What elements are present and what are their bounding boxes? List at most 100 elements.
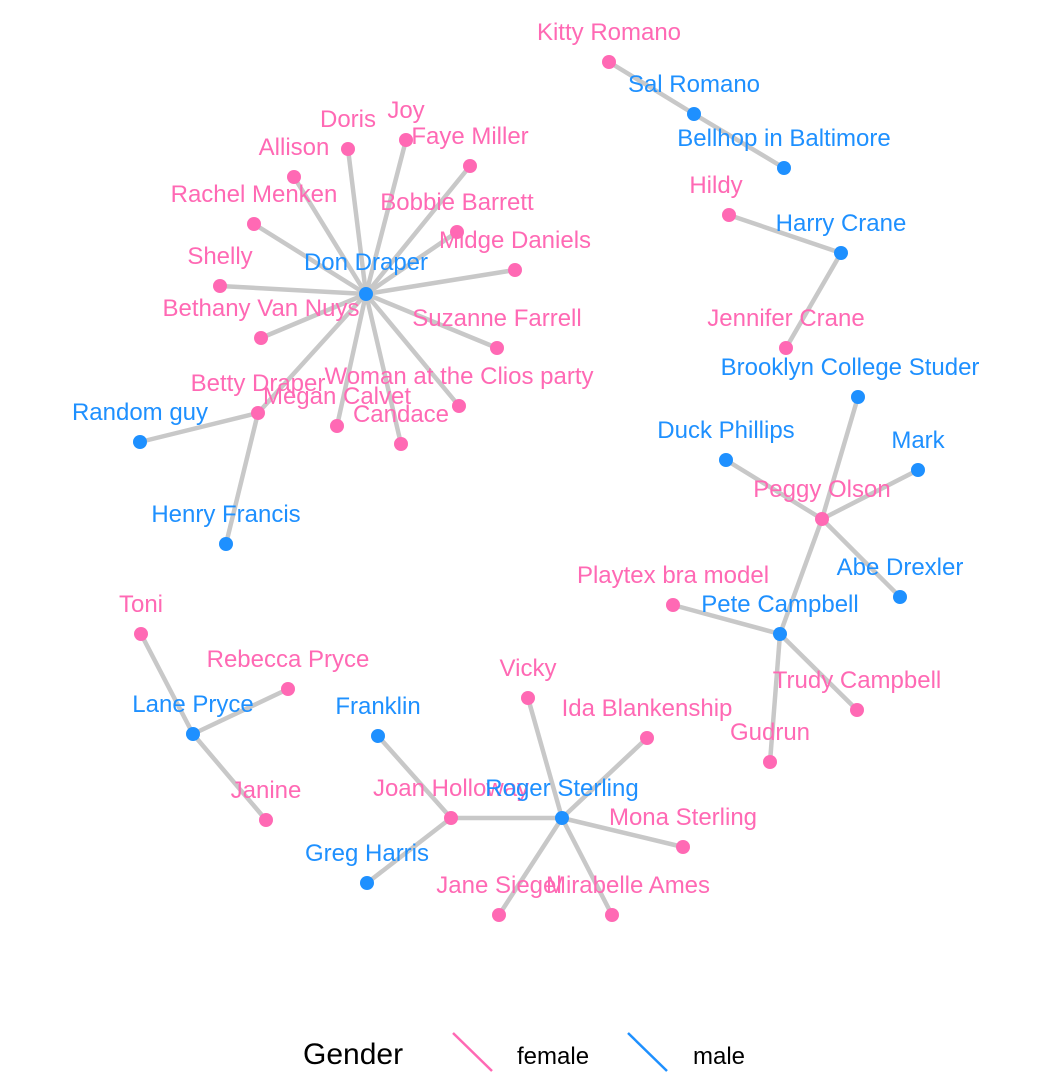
- node-shelly: [213, 279, 227, 293]
- legend-label-male: male: [693, 1043, 745, 1070]
- node-label-betty: Betty Draper: [191, 370, 326, 397]
- node-label-franklin: Franklin: [335, 693, 420, 720]
- node-label-sal: Sal Romano: [628, 71, 760, 98]
- node-bobbie: [450, 225, 464, 239]
- node-bellhop: [777, 161, 791, 175]
- node-faye: [463, 159, 477, 173]
- edge-peggy-abe: [819, 516, 903, 600]
- node-label-random: Random guy: [72, 399, 208, 426]
- node-bethany: [254, 331, 268, 345]
- node-label-candace: Candace: [353, 401, 449, 428]
- node-kitty: [602, 55, 616, 69]
- node-peggy: [815, 512, 829, 526]
- node-don: [359, 287, 373, 301]
- edge-don-rachel: [251, 221, 369, 297]
- edge-don-allison: [291, 174, 369, 297]
- node-henry: [219, 537, 233, 551]
- node-label-hildy: Hildy: [689, 172, 742, 199]
- node-toni: [134, 627, 148, 641]
- node-hildy: [722, 208, 736, 222]
- edge-don-midge: [363, 267, 518, 297]
- node-label-vicky: Vicky: [500, 655, 557, 682]
- node-rachel: [247, 217, 261, 231]
- node-label-don: Don Draper: [304, 249, 428, 276]
- node-label-midge: Midge Daniels: [439, 227, 591, 254]
- node-label-shelly: Shelly: [187, 243, 252, 270]
- node-doris: [341, 142, 355, 156]
- node-label-greg: Greg Harris: [305, 840, 429, 867]
- node-label-mirabelle: Mirabelle Ames: [546, 872, 710, 899]
- edge-roger-ida: [559, 735, 650, 821]
- node-label-joy: Joy: [387, 97, 424, 124]
- edge-betty-henry: [223, 410, 261, 547]
- node-label-henry: Henry Francis: [151, 501, 300, 528]
- node-label-kitty: Kitty Romano: [537, 19, 681, 46]
- node-sal: [687, 107, 701, 121]
- node-label-jennifer: Jennifer Crane: [707, 305, 864, 332]
- node-joan: [444, 811, 458, 825]
- node-candace: [394, 437, 408, 451]
- edge-don-bethany: [258, 291, 369, 341]
- edge-sal-bellhop: [691, 111, 787, 171]
- edge-hildy-harry: [726, 212, 844, 256]
- node-label-peggy: Peggy Olson: [753, 476, 890, 503]
- legend-key-male: [627, 1032, 668, 1072]
- node-mirabelle: [605, 908, 619, 922]
- node-label-janine: Janine: [231, 777, 302, 804]
- node-label-joan: Joan Holloway: [373, 775, 529, 802]
- node-label-toni: Toni: [119, 591, 163, 618]
- node-suzanne: [490, 341, 504, 355]
- edge-roger-vicky: [525, 695, 565, 821]
- edge-joan-franklin: [375, 733, 454, 821]
- node-janine: [259, 813, 273, 827]
- edge-don-joy: [363, 137, 409, 297]
- node-label-playtex: Playtex bra model: [577, 562, 769, 589]
- edge-peggy-brooklyn: [819, 394, 861, 522]
- legend-label-female: female: [517, 1043, 589, 1070]
- node-label-allison: Allison: [259, 134, 330, 161]
- edge-don-megan: [334, 291, 369, 429]
- edge-lane-janine: [190, 731, 269, 823]
- node-label-roger: Roger Sterling: [485, 775, 638, 802]
- node-mark: [911, 463, 925, 477]
- node-midge: [508, 263, 522, 277]
- node-roger: [555, 811, 569, 825]
- node-label-mona: Mona Sterling: [609, 804, 757, 831]
- edge-lane-toni: [138, 631, 196, 737]
- edge-roger-mirabelle: [559, 815, 615, 918]
- node-label-bethany: Bethany Van Nuys: [162, 295, 359, 322]
- edge-don-bobbie: [363, 229, 460, 297]
- edge-don-woman: [363, 291, 462, 409]
- node-label-rachel: Rachel Menken: [171, 181, 338, 208]
- edge-don-faye: [363, 163, 473, 297]
- node-label-bobbie: Bobbie Barrett: [380, 189, 534, 216]
- node-label-rebecca: Rebecca Pryce: [207, 646, 370, 673]
- node-harry: [834, 246, 848, 260]
- node-woman: [452, 399, 466, 413]
- node-rebecca: [281, 682, 295, 696]
- edge-joan-greg: [364, 815, 454, 886]
- edge-pete-trudy: [777, 631, 860, 713]
- node-label-harry: Harry Crane: [776, 210, 907, 237]
- edge-kitty-sal: [606, 59, 697, 117]
- node-label-mark: Mark: [891, 427, 945, 454]
- node-label-ida: Ida Blankenship: [562, 695, 733, 722]
- edges-layer: [137, 59, 921, 918]
- node-jennifer: [779, 341, 793, 355]
- legend-title: Gender: [303, 1038, 403, 1071]
- node-pete: [773, 627, 787, 641]
- node-label-megan: Megan Calvet: [263, 383, 411, 410]
- node-duck: [719, 453, 733, 467]
- edge-don-shelly: [217, 283, 369, 297]
- legend: Gender female male: [303, 1032, 745, 1072]
- edge-harry-jennifer: [783, 250, 844, 351]
- node-label-abe: Abe Drexler: [837, 554, 964, 581]
- node-label-doris: Doris: [320, 106, 376, 133]
- node-trudy: [850, 703, 864, 717]
- edge-peggy-pete: [777, 516, 825, 637]
- node-betty: [251, 406, 265, 420]
- node-playtex: [666, 598, 680, 612]
- legend-key-female: [452, 1032, 493, 1072]
- node-greg: [360, 876, 374, 890]
